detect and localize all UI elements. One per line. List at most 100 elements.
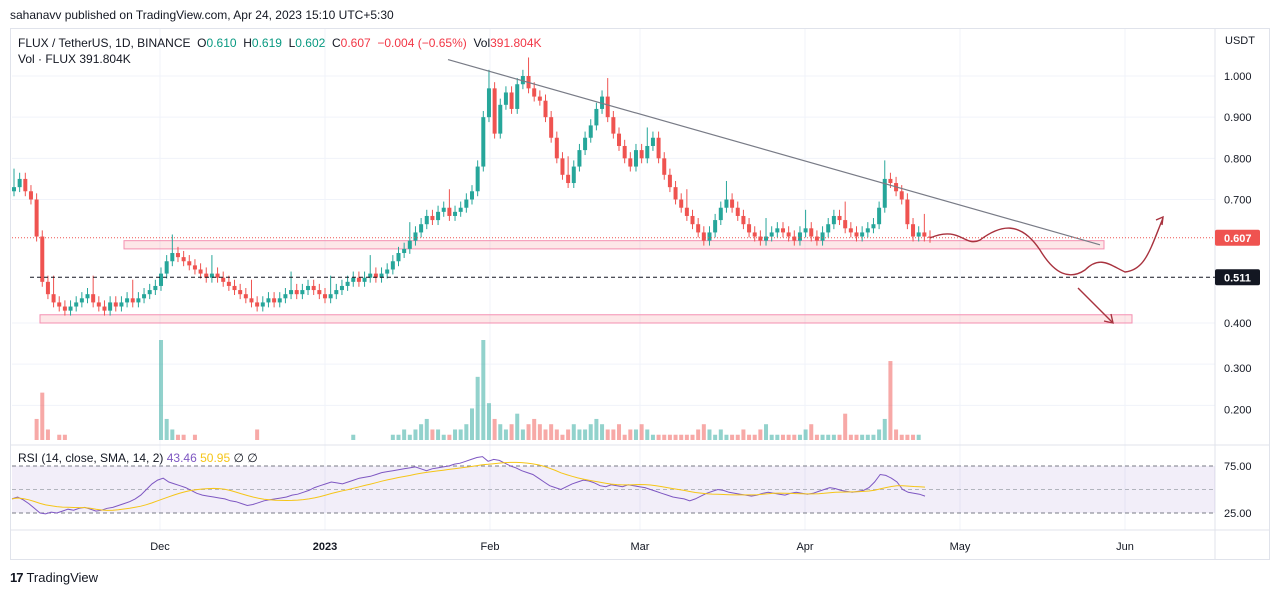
- volume-bar: [735, 434, 740, 440]
- volume-bar: [159, 340, 164, 440]
- candle-body: [764, 236, 769, 241]
- candle-body: [628, 158, 633, 167]
- candle-body: [255, 302, 260, 307]
- tradingview-brand[interactable]: 17 TradingView: [10, 570, 98, 585]
- volume-bar: [701, 424, 706, 440]
- volume-bar: [684, 434, 689, 440]
- candle-body: [899, 191, 904, 200]
- candle-body: [492, 88, 497, 134]
- rsi-sma-value: 50.95: [200, 451, 231, 465]
- candle-body: [752, 232, 757, 237]
- time-tick-label: 2023: [313, 541, 337, 553]
- candle-body: [865, 228, 870, 233]
- projection-arrowhead: [1155, 215, 1164, 226]
- candle-body: [854, 232, 859, 237]
- volume-bar: [40, 392, 45, 440]
- candle-body: [34, 199, 39, 237]
- volume-bar: [424, 418, 429, 440]
- volume-value: 391.804K: [79, 52, 131, 66]
- candle-body: [509, 92, 514, 109]
- candle-body: [458, 207, 463, 212]
- candle-body: [413, 232, 418, 241]
- volume-bar: [814, 434, 819, 440]
- candle-body: [498, 104, 503, 134]
- candle-body: [306, 285, 311, 291]
- open-label: O: [197, 36, 207, 50]
- change-value: −0.004 (−0.65%): [377, 36, 467, 50]
- candle-body: [453, 211, 458, 216]
- candle-body: [481, 117, 486, 167]
- volume-bar: [498, 424, 503, 440]
- candle-body: [820, 232, 825, 241]
- candle-body: [701, 232, 706, 241]
- symbol-label[interactable]: FLUX / TetherUS, 1D, BINANCE: [18, 36, 191, 50]
- candle-body: [91, 294, 96, 303]
- ohlc-legend: FLUX / TetherUS, 1D, BINANCE O0.610 H0.6…: [18, 36, 542, 50]
- volume-bar: [560, 434, 565, 440]
- volume-bar: [650, 434, 655, 440]
- high-label: H: [243, 36, 252, 50]
- volume-bar: [600, 424, 605, 440]
- candle-body: [153, 285, 158, 291]
- candle-body: [62, 306, 67, 311]
- volume-bar: [690, 434, 695, 440]
- candle-body: [198, 269, 203, 274]
- rsi-label[interactable]: RSI (14, close, SMA, 14, 2): [18, 451, 164, 465]
- volume-bar: [520, 429, 525, 440]
- volume-bar: [492, 418, 497, 440]
- volume-bar: [503, 429, 508, 440]
- volume-bar: [486, 403, 491, 440]
- candle-body: [79, 298, 84, 303]
- rsi-lower-band: ∅: [247, 451, 258, 465]
- volume-bar: [430, 429, 435, 440]
- candle-body: [68, 306, 73, 311]
- candle-body: [249, 298, 254, 303]
- candle-body: [583, 137, 588, 151]
- rsi-tick-label: 25.00: [1224, 508, 1252, 520]
- volume-bar: [170, 429, 175, 440]
- candle-body: [769, 232, 774, 237]
- volume-bar: [447, 434, 452, 440]
- candle-body: [283, 294, 288, 299]
- candle-body: [192, 265, 197, 270]
- price-tick-label: 1.000: [1224, 71, 1252, 83]
- close-label: C: [331, 36, 341, 50]
- volume-bar: [566, 429, 571, 440]
- projection-path: [929, 217, 1164, 276]
- candle-body: [328, 294, 333, 299]
- candle-body: [633, 150, 638, 167]
- volume-bar: [470, 408, 474, 440]
- volume-bar: [882, 418, 887, 440]
- volume-bar: [537, 424, 542, 440]
- candle-body: [475, 166, 480, 192]
- candle-body: [560, 158, 565, 175]
- candle-body: [650, 137, 655, 146]
- volume-bar: [831, 434, 836, 440]
- volume-bar: [769, 434, 774, 440]
- candle-body: [724, 199, 729, 208]
- candle-body: [707, 232, 712, 241]
- candle-body: [407, 240, 412, 249]
- candle-body: [125, 298, 130, 303]
- candle-body: [814, 236, 819, 241]
- volume-bar: [549, 424, 554, 440]
- volume-bar: [475, 376, 480, 440]
- candle-body: [130, 298, 135, 303]
- volume-bar: [419, 424, 424, 440]
- candle-body: [136, 298, 141, 303]
- candle-body: [639, 150, 644, 159]
- volume-bar: [164, 418, 169, 440]
- candle-body: [577, 150, 582, 167]
- candle-body: [882, 178, 887, 208]
- volume-bar: [837, 434, 842, 440]
- volume-bar: [413, 429, 418, 440]
- support-zone: [123, 240, 1105, 250]
- volume-bar: [741, 429, 746, 440]
- volume-bar: [865, 434, 870, 440]
- volume-bar: [916, 434, 921, 440]
- volume-bar: [764, 424, 769, 440]
- candle-body: [396, 253, 401, 262]
- candle-body: [40, 236, 45, 282]
- candle-body: [741, 215, 746, 225]
